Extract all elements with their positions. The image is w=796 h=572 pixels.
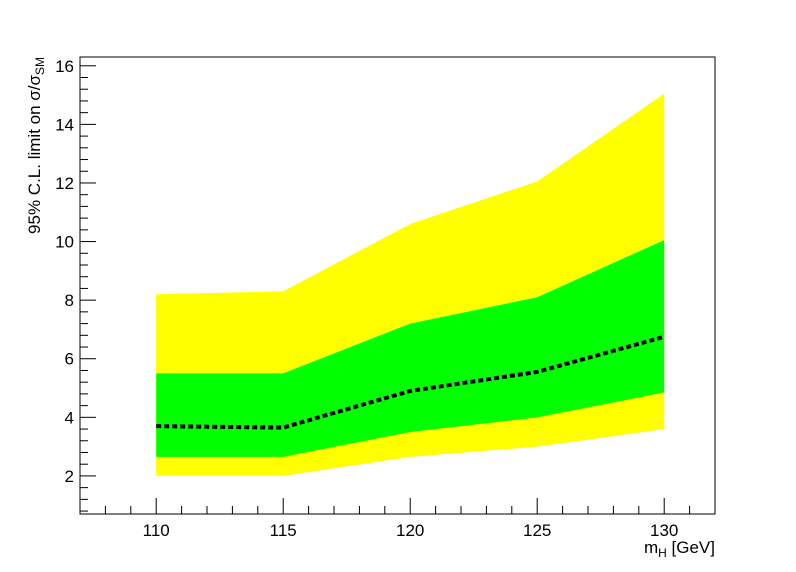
tick-labels: 110 115 120 125 130 2 4 6 8 10 12 14 16 <box>55 57 678 540</box>
x-tick-label: 110 <box>143 521 170 540</box>
bands-layer <box>156 93 665 476</box>
y-tick-label: 14 <box>55 115 74 134</box>
y-tick-label: 6 <box>65 350 74 369</box>
x-tick-label: 120 <box>396 521 424 540</box>
x-axis-title: mH [GeV] <box>644 538 715 560</box>
y-tick-label: 4 <box>65 408 74 427</box>
y-tick-label: 8 <box>65 291 74 310</box>
axis-ticks <box>79 65 716 514</box>
plot-frame <box>79 56 716 515</box>
lines-layer <box>156 334 665 430</box>
y-axis-title: 95% C.L. limit on σ/σSM <box>25 57 47 234</box>
x-axis-title-unit: [GeV] <box>667 538 715 557</box>
x-tick-label: 115 <box>270 521 297 540</box>
y-tick-label: 12 <box>55 174 74 193</box>
y-axis-title-main: 95% C.L. limit on σ/σ <box>25 75 44 234</box>
x-tick-label: 130 <box>650 521 678 540</box>
x-tick-label: 125 <box>523 521 551 540</box>
band-1sigma-area <box>156 240 665 457</box>
y-axis-title-sub: SM <box>33 57 47 75</box>
y-tick-label: 10 <box>55 233 74 252</box>
x-axis-title-main: m <box>644 538 658 557</box>
y-tick-label: 2 <box>65 467 74 486</box>
x-axis-title-sub: H <box>658 546 667 560</box>
y-tick-label: 16 <box>55 57 74 76</box>
